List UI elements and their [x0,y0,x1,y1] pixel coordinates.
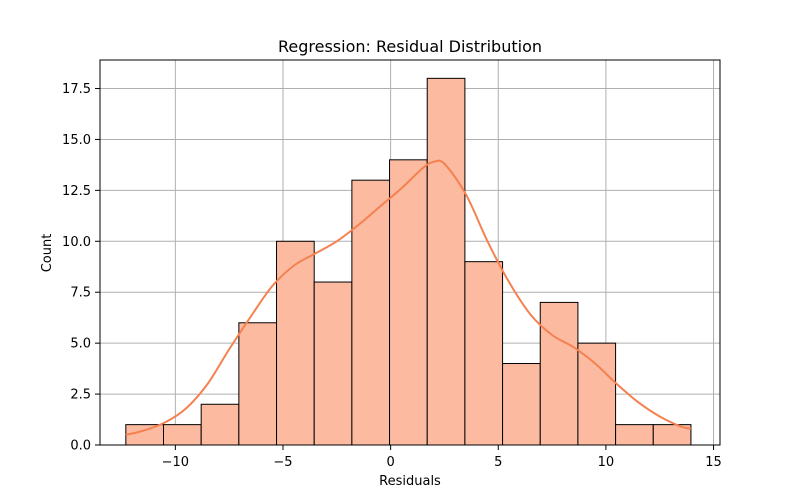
chart-title: Regression: Residual Distribution [278,37,542,56]
histogram-bar-0 [125,424,165,446]
grid-layer [100,60,720,446]
histogram-bar-3 [238,322,278,446]
y-tick-label-3: 7.5 [70,286,91,301]
histogram-bar-7 [389,159,428,446]
histogram-bar-2 [200,403,240,446]
kde-curve [125,159,692,436]
histogram-bar-9 [464,261,504,446]
y-tick-label-5: 12.5 [62,184,91,199]
kde-curve-layer [125,159,692,436]
x-tick-label-2: 0 [386,455,394,470]
x-tick-label-1: −5 [273,455,292,470]
y-tick-label-4: 10.0 [62,235,91,250]
y-tick-label-0: 0.0 [70,439,91,454]
histogram-bar-13 [615,424,654,446]
histogram-bar-4 [276,240,315,446]
x-tick-label-5: 15 [705,455,722,470]
x-tick-label-0: −10 [162,455,189,470]
y-tick-label-2: 5.0 [70,337,91,352]
histogram-bar-6 [351,179,391,446]
histogram-bar-1 [163,424,202,446]
x-axis-label: Residuals [379,474,441,489]
y-axis-ticks: 0.0 2.5 5.0 7.5 10.0 12.5 15.0 17.5 [62,82,100,454]
histogram-bar-8 [426,77,466,446]
y-tick-label-7: 17.5 [62,82,91,97]
x-axis-ticks: −10 −5 0 5 10 15 [162,445,722,470]
y-axis-label: Count [40,234,55,273]
y-tick-label-6: 15.0 [62,133,91,148]
histogram-bar-11 [539,301,579,446]
y-tick-label-1: 2.5 [70,388,91,403]
x-tick-label-3: 5 [494,455,502,470]
histogram-bar-5 [313,281,353,446]
histogram-bar-12 [577,342,617,446]
x-tick-label-4: 10 [598,455,615,470]
plot-frame [99,59,721,446]
histogram-bar-10 [502,363,541,446]
